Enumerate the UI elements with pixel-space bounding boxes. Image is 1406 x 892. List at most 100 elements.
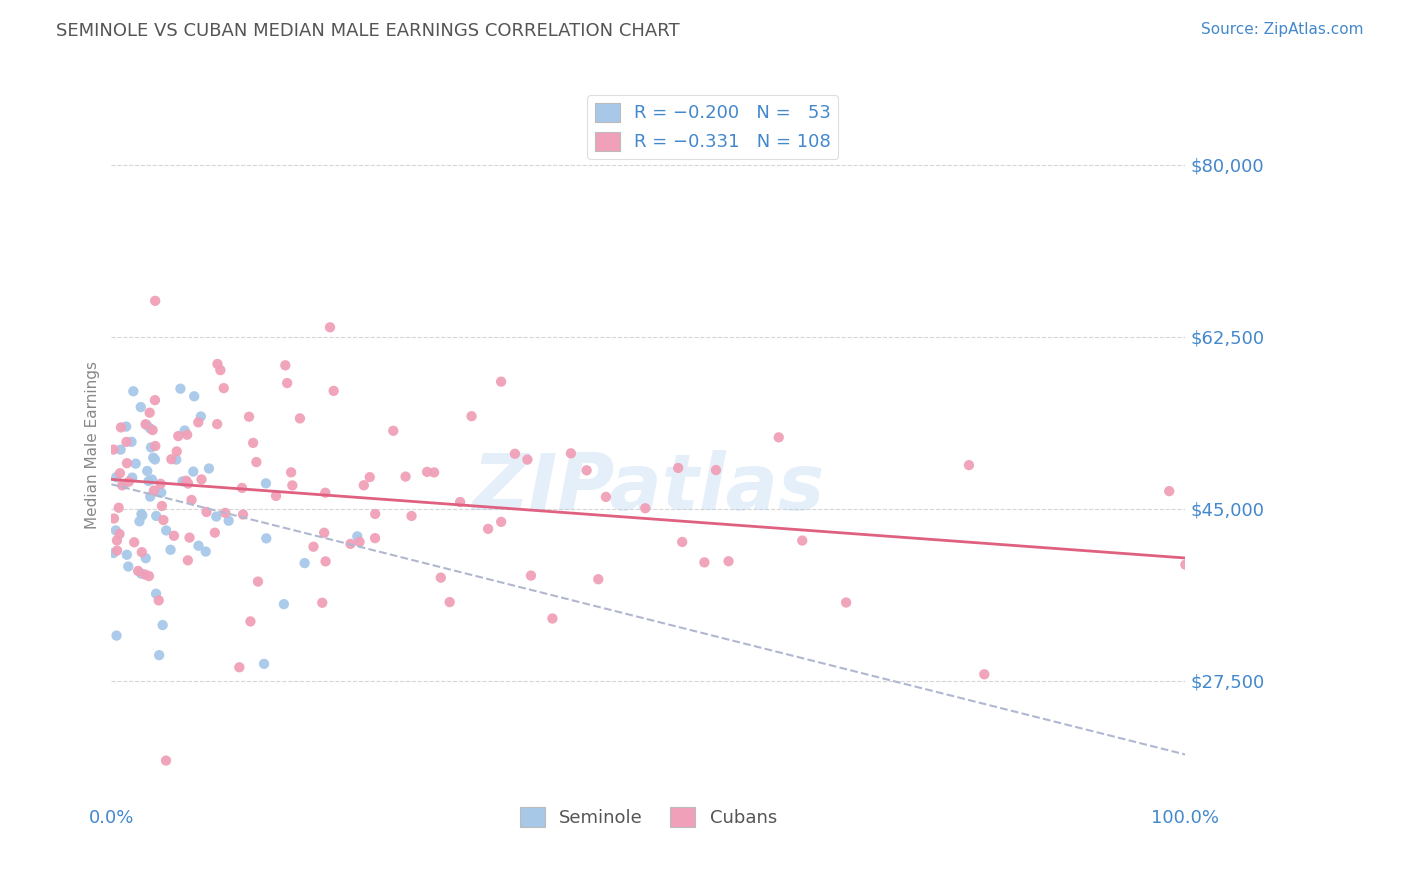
Point [231,481,253,495]
Point [302,540,325,554]
Point [288,411,311,425]
Point [489,375,512,389]
Point [117,559,139,574]
Point [218,514,240,528]
Point [212,381,235,395]
Point [180,492,202,507]
Point [129,566,152,581]
Point [401,508,423,523]
Point [115,456,138,470]
Point [134,567,156,582]
Point [449,495,471,509]
Point [209,363,232,377]
Point [149,476,172,491]
Point [121,470,143,484]
Point [103,546,125,560]
Point [138,406,160,420]
Point [128,514,150,528]
Point [245,455,267,469]
Legend: Seminole, Cubans: Seminole, Cubans [512,800,785,834]
Point [516,452,538,467]
Point [314,525,336,540]
Point [131,545,153,559]
Point [110,420,132,434]
Text: ZIPatlas: ZIPatlas [472,450,824,526]
Point [148,593,170,607]
Point [135,551,157,566]
Point [177,476,200,491]
Point [311,596,333,610]
Point [142,423,165,437]
Point [439,595,461,609]
Point [359,470,381,484]
Point [174,474,197,488]
Point [319,320,342,334]
Point [139,441,162,455]
Point [314,485,336,500]
Point [142,483,165,498]
Point [148,648,170,662]
Point [115,548,138,562]
Point [143,393,166,408]
Point [143,293,166,308]
Point [228,660,250,674]
Point [166,444,188,458]
Point [477,522,499,536]
Point [112,476,135,491]
Point [503,447,526,461]
Point [183,389,205,403]
Point [118,475,141,489]
Point [145,508,167,523]
Point [121,434,143,449]
Point [143,439,166,453]
Point [131,508,153,523]
Point [204,525,226,540]
Point [150,499,173,513]
Point [103,511,125,525]
Point [541,611,564,625]
Point [254,532,277,546]
Point [172,475,194,489]
Point [198,461,221,475]
Point [315,554,337,568]
Point [364,507,387,521]
Point [163,529,186,543]
Point [1159,484,1181,499]
Point [973,667,995,681]
Point [280,466,302,480]
Point [239,615,262,629]
Point [179,531,201,545]
Point [430,571,453,585]
Point [294,556,316,570]
Point [416,465,439,479]
Point [634,501,657,516]
Point [274,359,297,373]
Point [104,524,127,538]
Point [792,533,814,548]
Point [349,535,371,549]
Point [322,384,344,398]
Point [169,382,191,396]
Point [125,457,148,471]
Point [423,466,446,480]
Point [131,507,153,521]
Point [138,474,160,488]
Point [176,427,198,442]
Point [107,500,129,515]
Point [195,505,218,519]
Point [159,542,181,557]
Point [205,509,228,524]
Text: Source: ZipAtlas.com: Source: ZipAtlas.com [1201,22,1364,37]
Point [152,513,174,527]
Point [111,478,134,492]
Point [346,529,368,543]
Point [460,409,482,424]
Point [254,476,277,491]
Point [693,555,716,569]
Point [165,452,187,467]
Point [242,436,264,450]
Point [139,421,162,435]
Point [273,597,295,611]
Point [520,568,543,582]
Point [160,452,183,467]
